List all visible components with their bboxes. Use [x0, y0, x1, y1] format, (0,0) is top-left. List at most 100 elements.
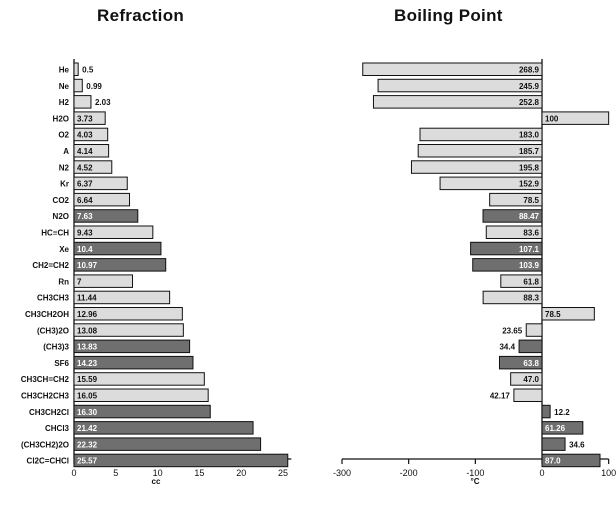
category-label: N2	[59, 163, 70, 172]
bar-he	[74, 63, 78, 76]
value-label: 12.2	[554, 408, 570, 417]
value-label: 11.44	[77, 294, 97, 303]
x-tick-label: 100	[601, 468, 616, 478]
category-label: CH3CH2OH	[25, 310, 69, 319]
value-label: 195.8	[519, 163, 540, 172]
category-label: HC≡CH	[41, 229, 69, 238]
value-label: 23.65	[502, 326, 523, 335]
category-label: (CH3)2O	[37, 326, 69, 335]
category-label: He	[59, 66, 70, 75]
value-label: 63.8	[523, 359, 539, 368]
x-tick-label: 20	[236, 468, 246, 478]
value-label: 87.0	[545, 457, 561, 466]
category-label: Cl2C=CHCl	[27, 457, 69, 466]
category-label: CO2	[53, 196, 70, 205]
value-label: 16.05	[77, 392, 98, 401]
value-label: 16.30	[77, 408, 98, 417]
category-label: (CH3CH2)2O	[21, 440, 69, 449]
value-label: 13.08	[77, 326, 98, 335]
x-tick-label: 0	[71, 468, 76, 478]
value-label: 14.23	[77, 359, 98, 368]
x-axis-label: °C	[471, 477, 480, 486]
category-label: Kr	[60, 180, 69, 189]
bar-chcl3	[74, 422, 253, 435]
value-label: 0.5	[82, 66, 94, 75]
category-label: A	[63, 147, 69, 156]
value-label: 3.73	[77, 114, 93, 123]
refraction-chart: 0 5 10 15 20 25 cc 0.5 He 0.99 Ne 2.03 H2 3.73 H2O 4.03…	[21, 59, 292, 486]
value-label: 61.8	[523, 277, 539, 286]
bar-ch3-3	[519, 340, 542, 353]
x-tick-label: -300	[333, 468, 351, 478]
value-label: 12.96	[77, 310, 98, 319]
value-label: 47.0	[523, 375, 539, 384]
bar-ch3ch2-2o	[74, 438, 261, 451]
value-label: 4.14	[77, 147, 93, 156]
bar-ch3-2o	[526, 324, 542, 337]
x-axis-label: cc	[152, 477, 161, 486]
value-label: 21.42	[77, 424, 98, 433]
value-label: 152.9	[519, 180, 540, 189]
value-label: 78.5	[523, 196, 539, 205]
category-label: (CH3)3	[43, 343, 69, 352]
bar-ch3ch2ch3	[514, 389, 542, 402]
category-label: CH3CH3	[37, 294, 70, 303]
value-label: 107.1	[519, 245, 540, 254]
value-label: 10.4	[77, 245, 93, 254]
category-label: H2	[59, 98, 70, 107]
bar-ne	[378, 79, 542, 92]
bar-ch3ch2cl	[542, 405, 550, 418]
value-label: 103.9	[519, 261, 540, 270]
value-label: 88.3	[523, 294, 539, 303]
bar-ch3ch2-2o	[542, 438, 565, 451]
value-label: 83.6	[523, 229, 539, 238]
value-label: 13.83	[77, 343, 98, 352]
category-label: O2	[58, 131, 69, 140]
x-tick-label: 0	[539, 468, 544, 478]
value-label: 7	[77, 277, 82, 286]
value-label: 15.59	[77, 375, 98, 384]
value-label: 183.0	[519, 131, 540, 140]
value-label: 78.5	[545, 310, 561, 319]
category-label: Xe	[59, 245, 69, 254]
value-label: 100	[545, 114, 559, 123]
value-label: 185.7	[519, 147, 540, 156]
category-label: CH3CH2CH3	[21, 392, 70, 401]
value-label: 6.64	[77, 196, 93, 205]
bar-h2	[373, 96, 542, 109]
category-label: CH2=CH2	[32, 261, 69, 270]
value-label: 88.47	[519, 212, 540, 221]
value-label: 0.99	[86, 82, 102, 91]
bar-rn	[74, 275, 133, 288]
category-label: SF6	[54, 359, 69, 368]
bar-ne	[74, 79, 82, 92]
value-label: 268.9	[519, 66, 540, 75]
value-label: 34.4	[499, 343, 515, 352]
category-label: Ne	[59, 82, 70, 91]
x-tick-label: -200	[400, 468, 418, 478]
value-label: 6.37	[77, 180, 93, 189]
category-label: N2O	[53, 212, 69, 221]
bar-cl2c-chcl	[74, 454, 288, 467]
value-label: 245.9	[519, 82, 540, 91]
category-label: CH3CH=CH2	[21, 375, 70, 384]
category-label: CHCl3	[45, 424, 70, 433]
x-tick-label: 5	[113, 468, 118, 478]
bar-h2	[74, 96, 91, 109]
category-label: H2O	[53, 114, 69, 123]
x-tick-label: 15	[194, 468, 204, 478]
value-label: 10.97	[77, 261, 98, 270]
value-label: 2.03	[95, 98, 111, 107]
category-label: CH3CH2Cl	[29, 408, 69, 417]
boiling-point-chart: -300 -200 -100 0 100 °C 268.9 245.9 252.8 100 183.…	[333, 59, 616, 486]
bar-he	[363, 63, 542, 76]
value-label: 22.32	[77, 440, 98, 449]
value-label: 4.52	[77, 163, 93, 172]
value-label: 34.6	[569, 440, 585, 449]
category-label: Rn	[58, 277, 69, 286]
value-label: 61.26	[545, 424, 566, 433]
value-label: 4.03	[77, 131, 93, 140]
value-label: 9.43	[77, 229, 93, 238]
